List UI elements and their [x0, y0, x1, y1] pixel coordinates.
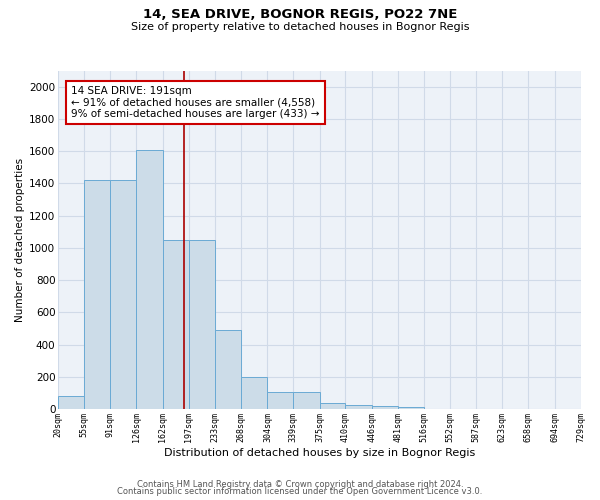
- Bar: [163, 240, 188, 409]
- Bar: [346, 405, 372, 409]
- Text: Contains HM Land Registry data © Crown copyright and database right 2024.: Contains HM Land Registry data © Crown c…: [137, 480, 463, 489]
- Bar: [58, 396, 84, 409]
- Text: Size of property relative to detached houses in Bognor Regis: Size of property relative to detached ho…: [131, 22, 469, 32]
- Bar: [268, 392, 293, 409]
- X-axis label: Distribution of detached houses by size in Bognor Regis: Distribution of detached houses by size …: [164, 448, 475, 458]
- Text: 14, SEA DRIVE, BOGNOR REGIS, PO22 7NE: 14, SEA DRIVE, BOGNOR REGIS, PO22 7NE: [143, 8, 457, 20]
- Bar: [136, 150, 163, 409]
- Bar: [188, 240, 215, 409]
- Text: 14 SEA DRIVE: 191sqm
← 91% of detached houses are smaller (4,558)
9% of semi-det: 14 SEA DRIVE: 191sqm ← 91% of detached h…: [71, 86, 320, 119]
- Bar: [241, 377, 268, 409]
- Bar: [84, 180, 110, 409]
- Bar: [320, 402, 346, 409]
- Y-axis label: Number of detached properties: Number of detached properties: [15, 158, 25, 322]
- Bar: [398, 406, 424, 409]
- Bar: [293, 392, 320, 409]
- Text: Contains public sector information licensed under the Open Government Licence v3: Contains public sector information licen…: [118, 487, 482, 496]
- Bar: [215, 330, 241, 409]
- Bar: [372, 406, 398, 409]
- Bar: [110, 180, 136, 409]
